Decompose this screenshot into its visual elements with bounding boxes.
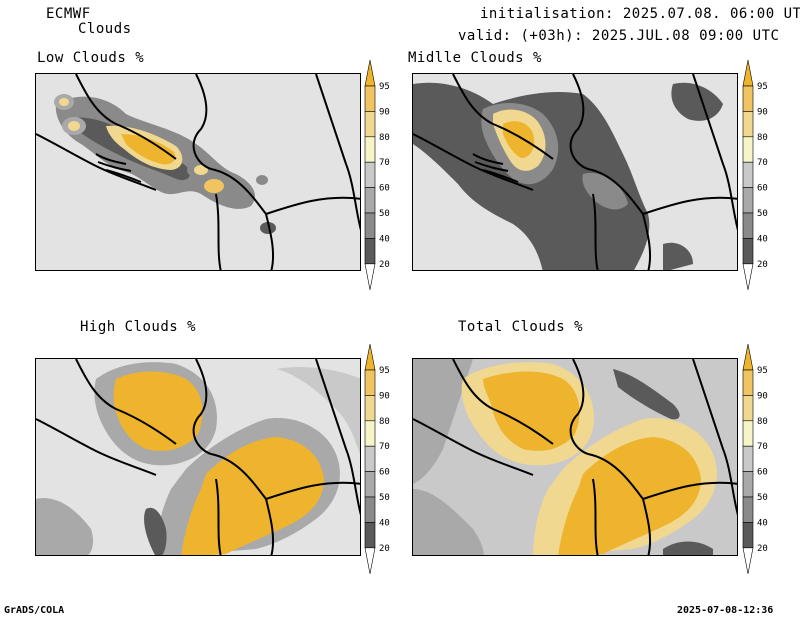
colorbar-label: 80	[757, 133, 768, 143]
colorbar-total: 95 90 80 70 60 50 40 20	[741, 343, 783, 576]
colorbar-label: 60	[757, 468, 768, 478]
colorbar-graphic: 95 90 80 70 60 50 40 20	[364, 59, 390, 290]
panel-title-total: Total Clouds %	[458, 319, 584, 335]
colorbar-graphic: 95 90 80 70 60 50 40 20	[742, 59, 768, 290]
colorbar-band	[364, 212, 376, 239]
colorbar-label: 20	[379, 544, 390, 554]
colorbar-label: 40	[379, 518, 390, 528]
colorbar-label: 40	[757, 234, 768, 244]
colorbar-label: 40	[379, 234, 390, 244]
colorbar-band	[364, 238, 376, 265]
colorbar-band	[742, 212, 754, 239]
colorbar-label: 20	[757, 260, 768, 270]
product-name: Clouds	[78, 21, 132, 37]
colorbar-label: 90	[757, 107, 768, 117]
colorbar-band	[364, 445, 376, 472]
map-middle-clouds	[412, 73, 738, 271]
colorbar-band	[742, 420, 754, 447]
colorbar-band	[742, 496, 754, 523]
colorbar-band	[742, 238, 754, 265]
colorbar-label: 20	[757, 544, 768, 554]
colorbar-label: 70	[379, 442, 390, 452]
colorbar-band	[742, 395, 754, 422]
colorbar-label: 60	[757, 184, 768, 194]
colorbar-top-arrow	[742, 59, 754, 87]
colorbar-low: 95 90 80 70 60 50 40 20	[363, 59, 405, 292]
colorbar-top-arrow	[364, 59, 376, 87]
colorbar-band	[364, 369, 376, 396]
colorbar-label: 60	[379, 468, 390, 478]
panel-title-middle: Midlle Clouds %	[408, 50, 542, 66]
colorbar-middle: 95 90 80 70 60 50 40 20	[741, 59, 783, 292]
colorbar-label: 70	[379, 158, 390, 168]
colorbar-band	[742, 522, 754, 549]
colorbar-band	[742, 187, 754, 214]
colorbar-bottom-arrow	[742, 263, 754, 290]
colorbar-label: 70	[757, 442, 768, 452]
colorbar-label: 20	[379, 260, 390, 270]
colorbar-label: 50	[379, 209, 390, 219]
colorbar-label: 50	[757, 209, 768, 219]
panel-title-low: Low Clouds %	[37, 50, 145, 66]
colorbar-label: 50	[379, 493, 390, 503]
colorbar-band	[742, 85, 754, 112]
colorbar-label: 95	[757, 82, 768, 92]
colorbar-top-arrow	[364, 343, 376, 371]
colorbar-bottom-arrow	[364, 547, 376, 574]
colorbar-label: 60	[379, 184, 390, 194]
colorbar-band	[742, 161, 754, 188]
map-total-clouds	[412, 358, 738, 556]
colorbar-band	[364, 522, 376, 549]
valid-time: valid: (+03h): 2025.JUL.08 09:00 UTC	[458, 28, 780, 44]
colorbar-bottom-arrow	[364, 263, 376, 290]
colorbar-label: 40	[757, 518, 768, 528]
colorbar-label: 95	[757, 366, 768, 376]
colorbar-graphic: 95 90 80 70 60 50 40 20	[364, 343, 390, 574]
colorbar-band	[742, 445, 754, 472]
panel-title-high: High Clouds %	[80, 319, 197, 335]
footer-timestamp: 2025-07-08-12:36	[677, 605, 774, 616]
colorbar-bottom-arrow	[742, 547, 754, 574]
colorbar-graphic: 95 90 80 70 60 50 40 20	[742, 343, 768, 574]
colorbar-label: 80	[757, 417, 768, 427]
model-name: ECMWF	[46, 6, 91, 22]
colorbar-label: 80	[379, 133, 390, 143]
colorbar-label: 95	[379, 366, 390, 376]
colorbar-band	[364, 111, 376, 138]
colorbar-band	[364, 85, 376, 112]
colorbar-band	[364, 420, 376, 447]
colorbar-band	[364, 136, 376, 163]
colorbar-band	[364, 161, 376, 188]
map-low-clouds	[35, 73, 361, 271]
colorbar-band	[364, 471, 376, 498]
colorbar-band	[742, 136, 754, 163]
colorbar-band	[364, 496, 376, 523]
colorbar-top-arrow	[742, 343, 754, 371]
colorbar-high: 95 90 80 70 60 50 40 20	[363, 343, 405, 576]
colorbar-label: 50	[757, 493, 768, 503]
colorbar-label: 70	[757, 158, 768, 168]
colorbar-label: 95	[379, 82, 390, 92]
map-high-clouds	[35, 358, 361, 556]
footer-software: GrADS/COLA	[4, 605, 65, 616]
colorbar-band	[364, 187, 376, 214]
colorbar-band	[742, 471, 754, 498]
colorbar-band	[742, 369, 754, 396]
colorbar-label: 90	[379, 107, 390, 117]
initialisation-time: initialisation: 2025.07.08. 06:00 UTC	[480, 6, 800, 22]
colorbar-label: 90	[757, 391, 768, 401]
colorbar-band	[364, 395, 376, 422]
colorbar-label: 80	[379, 417, 390, 427]
colorbar-band	[742, 111, 754, 138]
colorbar-label: 90	[379, 391, 390, 401]
